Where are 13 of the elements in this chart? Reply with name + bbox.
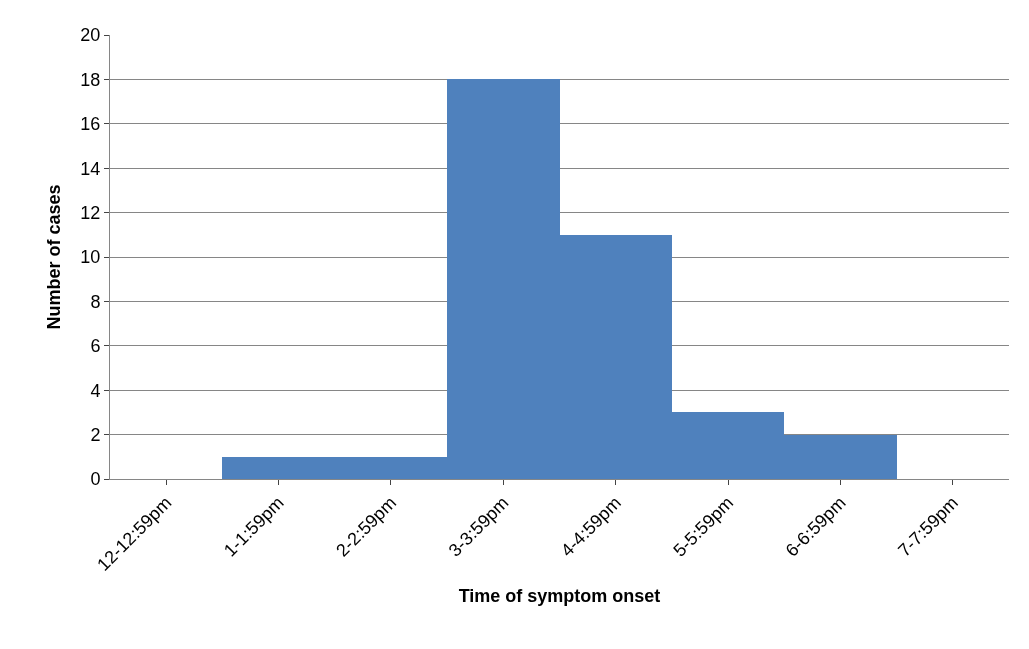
y-tick-label: 10 [80, 247, 101, 268]
y-tick-label: 14 [80, 158, 101, 179]
y-tick-label: 16 [80, 114, 101, 135]
y-tick-label: 4 [90, 380, 101, 401]
x-axis-title: Time of symptom onset [458, 585, 661, 606]
y-tick-label: 0 [90, 469, 101, 490]
y-tick-label: 12 [80, 202, 101, 223]
y-tick-label: 18 [80, 69, 101, 90]
y-tick-label: 20 [80, 25, 101, 46]
y-axis-title: Number of cases [43, 184, 64, 330]
y-tick-label: 8 [90, 291, 101, 312]
y-tick-label: 6 [90, 336, 101, 357]
y-tick-label: 2 [90, 424, 101, 445]
